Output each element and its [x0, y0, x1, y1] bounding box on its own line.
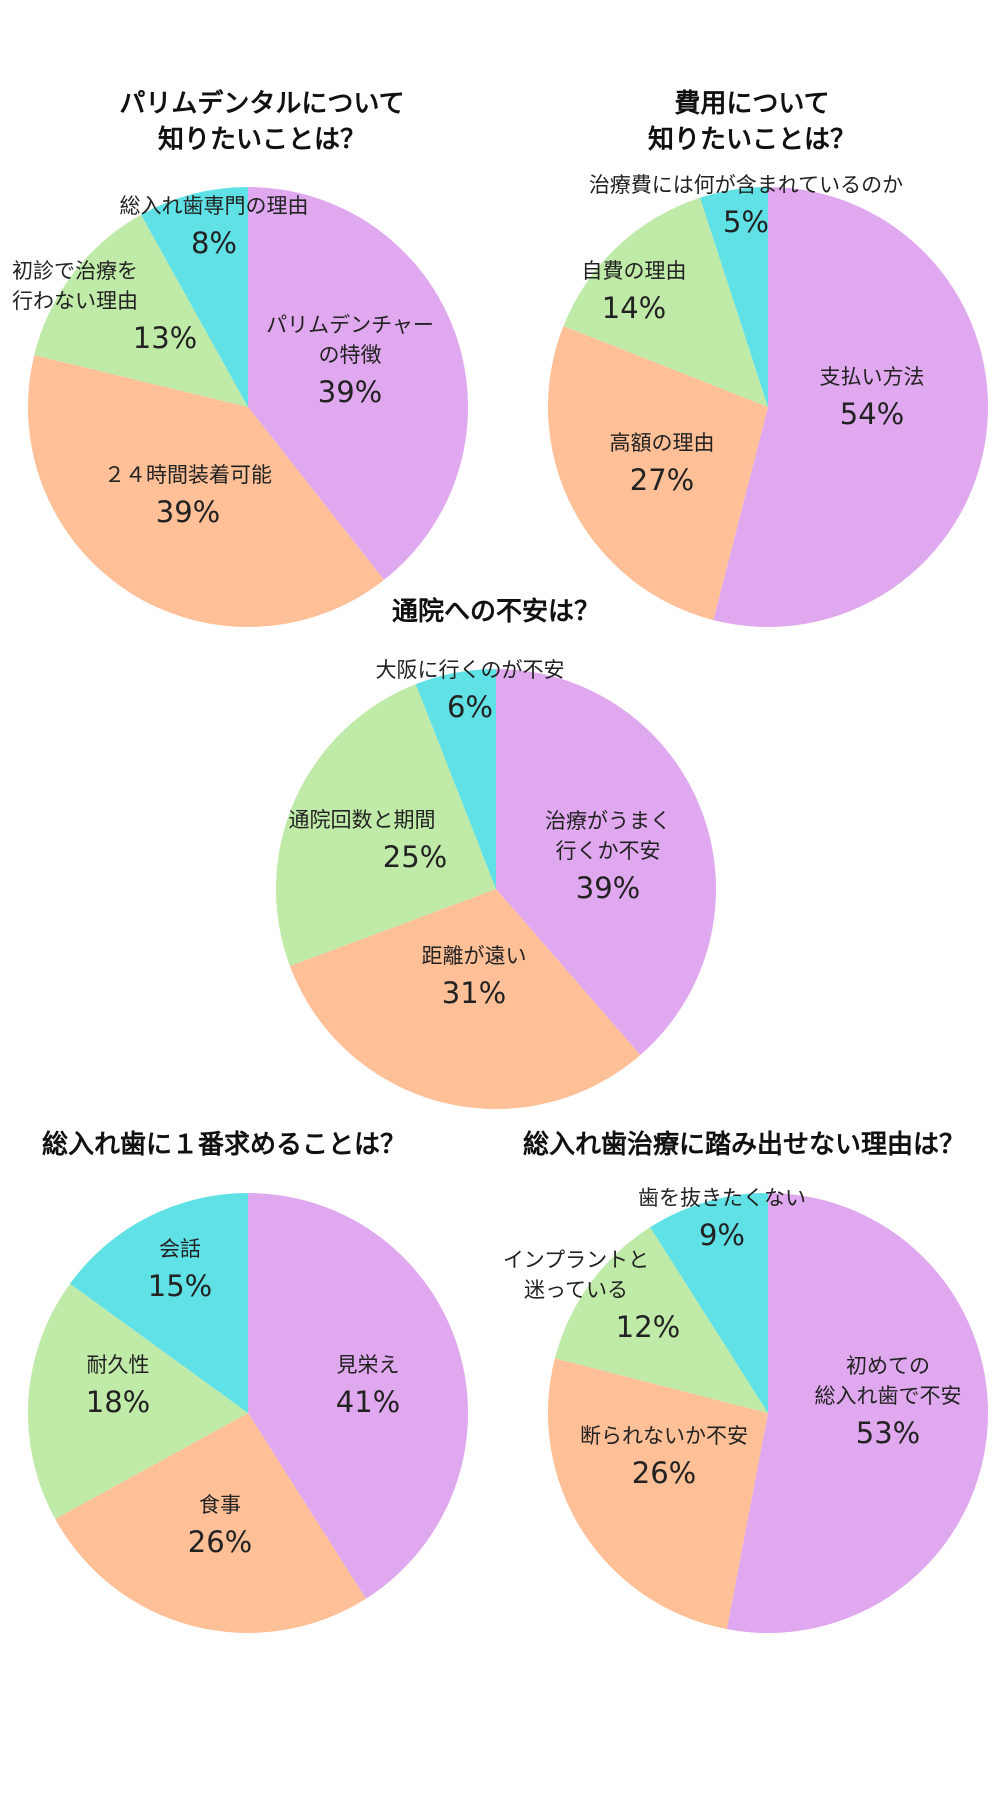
pie-slice: [289, 889, 641, 1109]
slice-label: 断られないか不安: [580, 1424, 748, 1448]
slice-percent-label: 14%: [602, 291, 666, 325]
slice-label: 初めての: [846, 1354, 930, 1378]
slice-label: 歯を抜きたくない: [638, 1186, 806, 1210]
slice-label: 総入れ歯で不安: [815, 1384, 962, 1408]
chart-title: 総入れ歯に１番求めることは？: [42, 1129, 406, 1160]
slice-percent-label: 8%: [191, 226, 237, 260]
slice-percent-label: 31%: [442, 976, 506, 1010]
pie-slice: [547, 1358, 768, 1630]
slice-label: 総入れ歯専門の理由: [120, 194, 309, 218]
pie-slice: [70, 1193, 249, 1413]
slice-label: 支払い方法: [820, 365, 925, 389]
slice-percent-label: 6%: [447, 690, 493, 724]
slice-label: 会話: [159, 1237, 201, 1261]
chart-title: 知りたいことは？: [648, 125, 856, 155]
slice-label: 迷っている: [524, 1278, 628, 1302]
slice-percent-label: 53%: [856, 1416, 920, 1450]
slice-percent-label: 39%: [576, 871, 640, 905]
chart-title: 費用について: [674, 89, 829, 119]
pie-slice: [554, 1227, 768, 1413]
slice-percent-label: 12%: [616, 1310, 680, 1344]
pie-slice: [248, 187, 468, 580]
chart-title: 知りたいことは？: [158, 125, 366, 155]
slice-label: の特徴: [319, 343, 382, 367]
slice-percent-label: 39%: [318, 375, 382, 409]
pie-slice: [141, 187, 248, 407]
slice-label: 大阪に行くのが不安: [376, 658, 565, 682]
slice-percent-label: 5%: [723, 205, 769, 239]
slice-label: 行くか不安: [556, 839, 661, 863]
chart-title: 総入れ歯治療に踏み出せない理由は？: [523, 1129, 965, 1160]
pie-chart-4: 総入れ歯に１番求めることは？ 見栄え 41% 食事 26% 耐久性 18% 会話 15%: [27, 1129, 468, 1633]
slice-label: 食事: [199, 1493, 241, 1517]
slice-label: 耐久性: [87, 1353, 150, 1377]
slice-percent-label: 25%: [383, 840, 447, 874]
slice-percent-label: 54%: [840, 397, 904, 431]
pie-slice: [700, 187, 768, 407]
slice-label: パリムデンチャー: [266, 313, 434, 337]
slice-label: 高額の理由: [610, 431, 715, 455]
pie-slice: [34, 214, 249, 407]
pie-slice: [55, 1413, 366, 1633]
slice-label: 距離が遠い: [422, 944, 527, 968]
slice-label: ２４時間装着可能: [104, 463, 272, 487]
pie-slice: [713, 187, 988, 627]
pie-slice: [650, 1193, 768, 1413]
pie-slice: [496, 669, 716, 1056]
pie-slice: [27, 1283, 248, 1519]
slice-percent-label: 18%: [86, 1385, 150, 1419]
slice-percent-label: 27%: [630, 463, 694, 497]
slice-label: 行わない理由: [12, 289, 138, 313]
slice-label: 見栄え: [337, 1353, 400, 1377]
slice-percent-label: 41%: [336, 1385, 400, 1419]
slice-percent-label: 13%: [133, 321, 197, 355]
pie-slice: [547, 326, 768, 621]
slice-label: 自費の理由: [582, 259, 687, 283]
slice-percent-label: 39%: [156, 495, 220, 529]
chart-title: パリムデンタルについて: [119, 88, 404, 119]
slice-percent-label: 9%: [699, 1218, 745, 1252]
pie-slice: [276, 684, 496, 967]
slice-percent-label: 15%: [148, 1269, 212, 1303]
slice-percent-label: 26%: [188, 1525, 252, 1559]
slice-label: 治療がうまく: [545, 809, 671, 833]
pie-slice: [563, 197, 768, 407]
slice-label: 初診で治療を: [12, 259, 138, 283]
pie-slice: [415, 669, 496, 889]
slice-percent-label: 26%: [632, 1456, 696, 1490]
slice-label: インプラントと: [503, 1248, 649, 1272]
slice-label: 治療費には何が含まれているのか: [589, 173, 903, 197]
slice-label: 通院回数と期間: [289, 808, 436, 832]
pie-slice: [726, 1193, 989, 1633]
pie-slice: [27, 355, 384, 627]
chart-title: 通院への不安は？: [392, 596, 600, 627]
pie-slice: [248, 1193, 468, 1599]
